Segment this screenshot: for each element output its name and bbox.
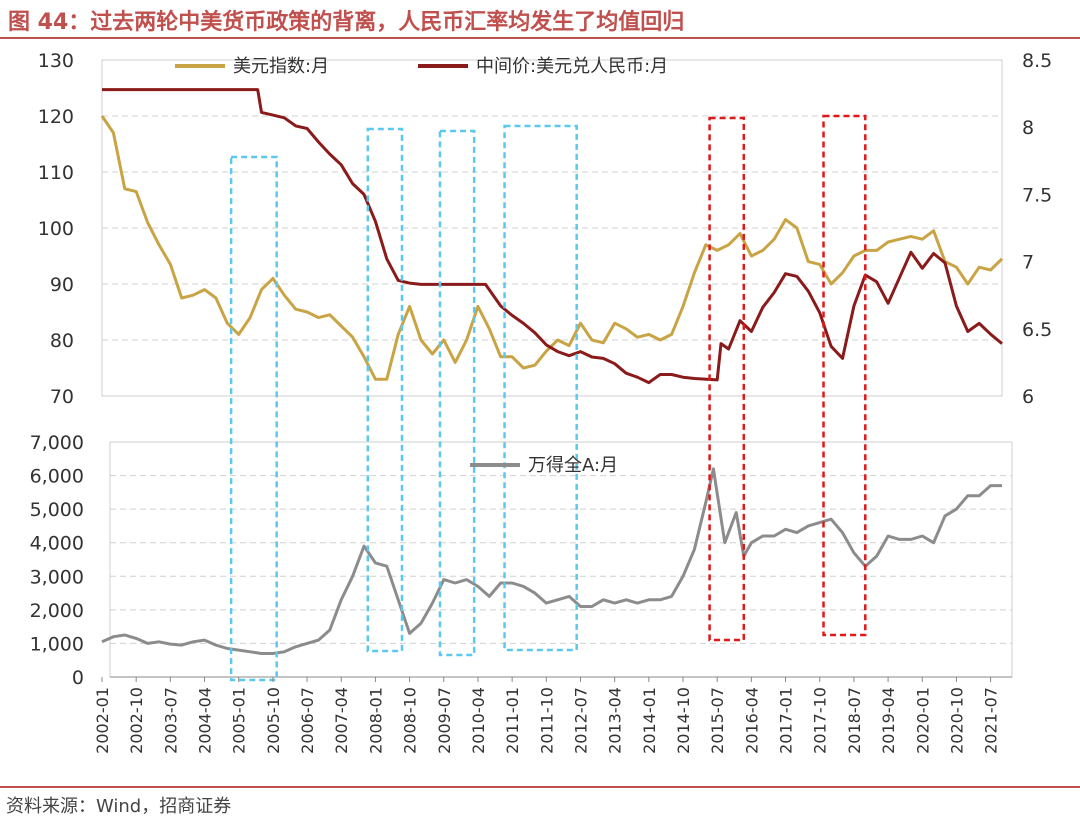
legend-cny-midrate-label: 中间价:美元兑人民币:月 [476,56,668,77]
chart-canvas: 70 80 90 100 110 120 130 6 6.5 7 7.5 8 8.5 0 1,000 2,0… [30,50,1053,754]
x-tick-label: 2011-01 [503,687,522,754]
bottom-plot-frame [109,441,1013,678]
bottom-panel: 0 1,000 2,000 3,000 4,000 5,000 6,000 7,000 [30,432,1013,689]
y-bottom-tick-label: 2,000 [30,600,84,622]
y-bottom-tick-label: 7,000 [30,432,84,454]
x-tick-label: 2017-10 [811,687,830,754]
y-left-tick-label: 90 [50,274,74,296]
y-right-tick-label: 7 [1022,252,1034,274]
y-bottom-tick-label: 6,000 [30,466,84,488]
y-bottom-tick-label: 5,000 [30,499,84,521]
x-tick-label: 2005-01 [230,687,249,754]
usd-index-line [100,115,1004,381]
y-left-tick-label: 130 [38,50,74,72]
highlight-box-blue [503,124,578,652]
x-tick-label: 2016-04 [742,687,761,754]
x-tick-label: 2002-01 [93,687,112,754]
top-panel: 70 80 90 100 110 120 130 6 6.5 7 7.5 8 8.5 [38,50,1052,408]
y-bottom-tick-label: 1,000 [30,633,84,655]
y-bottom-tick-label: 0 [72,667,84,689]
legend-usd-index-label: 美元指数:月 [233,56,329,77]
x-tick-label: 2006-07 [298,687,317,754]
x-tick-label: 2021-07 [982,687,1001,754]
x-tick-label: 2005-10 [264,687,283,754]
x-tick-label: 2012-07 [571,687,590,754]
highlight-box-blue [366,127,404,653]
legend-wind-a-label: 万得全A:月 [528,455,618,476]
title-divider [0,37,1080,39]
x-tick-label: 2009-07 [435,687,454,754]
x-tick-label: 2019-04 [879,687,898,754]
highlight-boxes [229,114,867,682]
figure-title: 图 44：过去两轮中美货币政策的背离，人民币汇率均发生了均值回归 [8,10,685,35]
x-tick-label: 2014-01 [640,687,659,754]
x-tick-label: 2008-01 [366,687,385,754]
footer-divider [0,786,1080,788]
wind-a-line [101,467,1002,655]
x-tick-label: 2002-10 [127,687,146,754]
x-tick-label: 2003-07 [161,687,180,754]
cny-midrate-line [102,88,1003,385]
y-left-tick-label: 100 [38,218,74,240]
y-right-tick-label: 8.5 [1022,50,1052,72]
x-tick-label: 2010-04 [469,687,488,754]
x-tick-label: 2011-10 [537,687,556,754]
y-right-tick-label: 6 [1022,386,1034,408]
highlight-box-blue [229,155,278,682]
x-tick-label: 2017-01 [777,687,796,754]
x-tick-label: 2020-01 [913,687,932,754]
y-left-tick-label: 110 [38,162,74,184]
y-right-tick-label: 7.5 [1022,184,1052,206]
y-bottom-tick-label: 3,000 [30,566,84,588]
y-right-tick-label: 8 [1022,117,1034,139]
x-tick-label: 2015-07 [708,687,727,754]
highlight-box-red [708,116,746,642]
x-tick-label: 2008-10 [401,687,420,754]
x-tick-label: 2014-10 [674,687,693,754]
y-bottom-tick-label: 4,000 [30,533,84,555]
x-tick-label: 2007-04 [332,687,351,754]
y-left-tick-label: 120 [38,106,74,128]
x-tick-label: 2013-04 [606,687,625,754]
source-note: 资料来源：Wind，招商证券 [6,796,232,817]
x-axis: 2002-01 2002-10 2003-07 2004-04 2005-01 2005-… [93,677,1001,754]
x-tick-label: 2020-10 [947,687,966,754]
x-tick-label: 2018-07 [845,687,864,754]
highlight-box-red [822,114,867,637]
y-left-tick-label: 70 [50,386,74,408]
y-right-tick-label: 6.5 [1022,319,1052,341]
x-tick-label: 2004-04 [196,687,215,754]
y-left-tick-label: 80 [50,330,74,352]
highlight-box-blue [438,129,476,657]
